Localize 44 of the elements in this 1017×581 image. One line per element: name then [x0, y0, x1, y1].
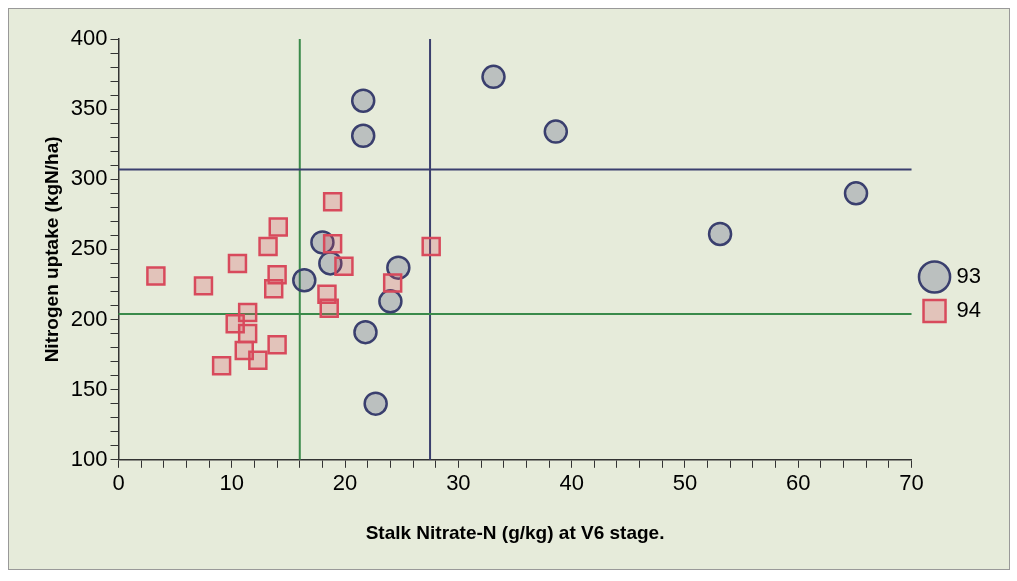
x-tick-label: 50 [672, 470, 698, 496]
x-tick-label: 20 [332, 470, 358, 496]
y-tick-label: 400 [70, 25, 108, 51]
point [267, 335, 287, 355]
y-tick-label: 100 [70, 445, 108, 471]
x-tick-label: 40 [559, 470, 584, 496]
point [378, 289, 403, 314]
point [363, 391, 388, 416]
point [227, 253, 248, 274]
x-tick-label: 70 [899, 470, 924, 496]
y-tick-label: 250 [70, 235, 108, 261]
y-axis-title: Nitrogen uptake (kgN/ha) [40, 136, 62, 363]
point [543, 119, 569, 144]
legend-label: 94 [956, 297, 982, 323]
point [843, 181, 869, 206]
legend-label: 93 [956, 263, 982, 289]
point [353, 319, 378, 345]
x-axis-title: Stalk Nitrate-N (g/kg) at V6 stage. [365, 521, 665, 543]
point [248, 350, 268, 370]
point [211, 356, 232, 376]
x-tick-label: 30 [446, 470, 471, 496]
point [707, 221, 733, 247]
point [350, 123, 376, 149]
x-tick-label: 10 [219, 470, 245, 496]
point [292, 268, 317, 293]
y-tick-label: 350 [70, 95, 108, 121]
point [322, 191, 343, 212]
y-tick-label: 150 [70, 375, 108, 401]
point [350, 88, 376, 113]
point [263, 278, 284, 299]
point [319, 298, 339, 319]
point [334, 256, 354, 276]
point [258, 236, 278, 257]
y-tick-label: 200 [70, 305, 108, 331]
point [382, 273, 403, 293]
point [193, 276, 214, 296]
point [421, 236, 441, 257]
point [481, 64, 506, 90]
x-tick-label: 60 [786, 470, 811, 496]
point [268, 217, 288, 237]
point [146, 266, 166, 286]
x-tick-label: 0 [112, 470, 125, 496]
y-tick-label: 300 [70, 165, 108, 191]
point [322, 234, 343, 254]
